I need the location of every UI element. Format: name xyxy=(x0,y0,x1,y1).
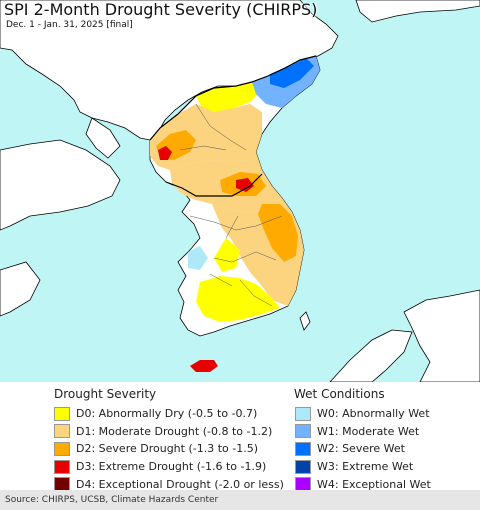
drought-map xyxy=(0,0,480,382)
region-w-northeast-deep xyxy=(270,58,314,88)
map-title: SPI 2-Month Drought Severity (CHIRPS) xyxy=(4,0,318,19)
land-japan-honshu xyxy=(403,289,480,382)
legend-item-w2: W2: Severe Wet xyxy=(295,440,431,458)
border-provinces xyxy=(179,103,283,307)
region-d0-west xyxy=(214,238,240,272)
border-china-korea xyxy=(149,55,317,141)
legend-label-w3: W3: Extreme Wet xyxy=(317,460,414,474)
land-mainland xyxy=(0,0,339,141)
legend-wet-heading: Wet Conditions xyxy=(294,387,385,401)
land-liaodong xyxy=(85,117,121,159)
land-japan-kyushu xyxy=(329,329,413,382)
legend-drought: Drought Severity D0: Abnormally Dry (-0.… xyxy=(0,383,290,495)
legend-swatch-d2 xyxy=(54,441,70,456)
land-russia-east xyxy=(355,0,480,23)
legend-swatch-d1 xyxy=(54,424,70,439)
legend-item-w3: W3: Extreme Wet xyxy=(295,458,431,476)
border-dmz xyxy=(165,173,263,197)
legend-item-w0: W0: Abnormally Wet xyxy=(295,405,431,423)
legend-item-d0: D0: Abnormally Dry (-0.5 to -0.7) xyxy=(54,405,284,423)
region-d3-spot xyxy=(158,146,172,160)
legend-label-w1: W1: Moderate Wet xyxy=(317,424,420,438)
region-d2-south xyxy=(258,204,298,262)
legend-label-d1: D1: Moderate Drought (-0.8 to -1.2) xyxy=(76,424,273,438)
legend-label-w4: W4: Exceptional Wet xyxy=(317,477,431,491)
jeju-island xyxy=(190,360,218,372)
legend-label-d4: D4: Exceptional Drought (-2.0 or less) xyxy=(76,477,284,491)
legend-wet: Wet Conditions W0: Abnormally Wet W1: Mo… xyxy=(290,383,480,495)
legend-item-d1: D1: Moderate Drought (-0.8 to -1.2) xyxy=(54,423,284,441)
source-credit: Source: CHIRPS, UCSB, Climate Hazards Ce… xyxy=(0,490,480,510)
region-d0-south xyxy=(196,276,280,322)
legend-label-w0: W0: Abnormally Wet xyxy=(317,407,430,421)
legend-swatch-d3 xyxy=(54,459,70,474)
legend-label-d3: D3: Extreme Drought (-1.6 to -1.9) xyxy=(76,460,267,474)
map-subtitle: Dec. 1 - Jan. 31, 2025 [final] xyxy=(6,20,133,30)
legend-swatch-d0 xyxy=(54,406,70,421)
legend-item-w1: W1: Moderate Wet xyxy=(295,423,431,441)
legend-swatch-w3 xyxy=(295,459,311,474)
land-china-south xyxy=(0,261,41,317)
legend-drought-list: D0: Abnormally Dry (-0.5 to -0.7) D1: Mo… xyxy=(54,405,284,493)
legend-label-d0: D0: Abnormally Dry (-0.5 to -0.7) xyxy=(76,407,258,421)
legend-wet-list: W0: Abnormally Wet W1: Moderate Wet W2: … xyxy=(295,405,431,493)
legend-label-d2: D2: Severe Drought (-1.3 to -1.5) xyxy=(76,442,259,456)
legend-item-d4: D4: Exceptional Drought (-2.0 or less) xyxy=(54,475,284,493)
legend-drought-heading: Drought Severity xyxy=(54,387,157,401)
legend-swatch-w1 xyxy=(295,424,311,439)
legend-swatch-w0 xyxy=(295,406,311,421)
legend-item-d3: D3: Extreme Drought (-1.6 to -1.9) xyxy=(54,458,284,476)
legend-item-d2: D2: Severe Drought (-1.3 to -1.5) xyxy=(54,440,284,458)
legend-label-w2: W2: Severe Wet xyxy=(317,442,405,456)
land-japan-tsushima xyxy=(299,311,311,331)
region-w0-southwest xyxy=(188,246,208,270)
legend-swatch-w2 xyxy=(295,441,311,456)
region-d0-north xyxy=(196,82,262,114)
region-d3-central xyxy=(236,178,254,192)
land-shandong xyxy=(0,139,121,231)
